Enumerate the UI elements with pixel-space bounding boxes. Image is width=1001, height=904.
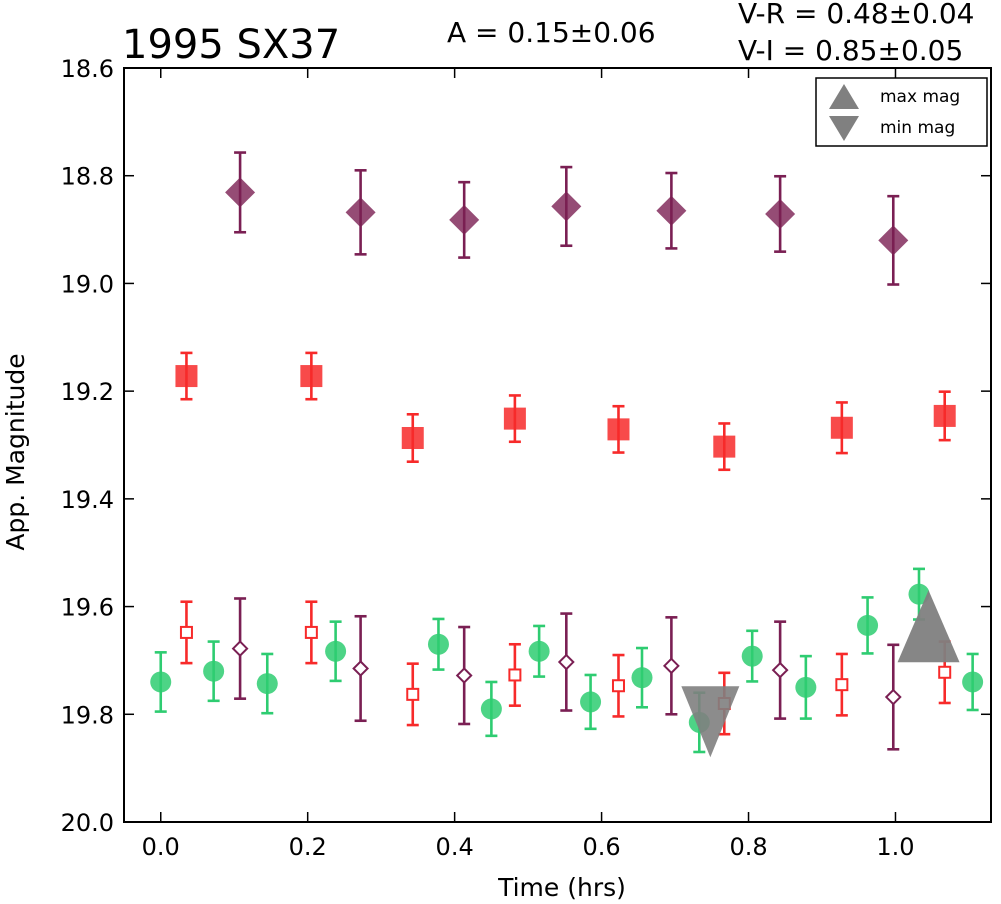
x-tick-label: 0.8 [729,833,767,861]
y-tick-label: 19.0 [61,270,114,298]
v-r-color-label: V-R = 0.48±0.04 [738,0,974,30]
y-tick-label: 18.6 [61,55,114,83]
data-point [908,583,930,605]
data-point [480,698,502,720]
x-tick-label: 0.0 [142,833,180,861]
y-tick-label: 20.0 [61,809,114,837]
y-tick-label: 18.8 [61,163,114,191]
data-point [300,365,323,388]
data-point [713,435,736,458]
data-point [938,665,952,679]
data-point [857,614,879,636]
data-point [345,197,376,228]
data-point [580,691,602,713]
data-point [352,660,370,677]
data-point [528,640,550,662]
legend-max-mag-label: max mag [880,87,960,107]
legend-min-mag-label: min mag [880,118,955,138]
axes: 0.0 0.2 0.4 0.6 0.8 1.0 18.6 18.8 19.0 19.2 19.4 19… [61,55,992,861]
x-axis-label: Time (hrs) [497,873,626,902]
data-point [427,633,449,655]
v-i-color-label: V-I = 0.85±0.05 [738,34,963,67]
data-point [765,198,796,229]
max-mag-legend-icon [829,84,859,109]
data-point [406,687,420,701]
y-tick-label: 19.6 [61,594,114,622]
max-mag-marker [897,590,960,663]
data-point [830,416,853,439]
data-point [771,661,789,679]
data-point [656,195,687,226]
chart-title: 1995 SX37 [122,22,340,68]
x-tick-label: 0.4 [436,833,474,861]
series-I-offset [231,597,902,751]
data-point [203,660,225,682]
data-point [225,177,256,208]
data-point [304,625,318,639]
data-point [401,426,424,449]
data-point [150,671,172,693]
y-axis-label: App. Magnitude [1,353,30,550]
data-point [449,204,480,235]
min-mag-legend-icon [829,116,859,141]
data-point [256,673,278,695]
data-point [884,688,902,706]
data-point [557,653,575,671]
data-point [962,671,984,693]
x-tick-label: 1.0 [876,833,914,861]
series-V-filled [150,567,984,754]
plot-frame [123,67,992,823]
legend: max mag min mag [815,77,988,147]
x-tick-label: 0.2 [289,833,327,861]
data-point [175,365,198,388]
y-tick-label: 19.8 [61,701,114,729]
data-point [179,625,193,639]
data-point [835,678,849,692]
series-I-filled [225,151,909,286]
data-point [795,676,817,698]
series-R-filled [175,351,956,472]
data-point [455,667,473,684]
data-point [551,191,582,222]
plot-area [150,151,984,758]
amplitude-label: A = 0.15±0.06 [447,16,656,49]
data-point [231,640,249,657]
data-point [741,645,763,667]
data-point [325,640,347,662]
data-point [611,679,625,693]
x-tick-label: 0.6 [582,833,620,861]
min-mag-marker [681,686,740,758]
y-tick-label: 19.2 [61,378,114,406]
y-tick-label: 19.4 [61,486,114,514]
data-point [878,225,909,256]
data-point [607,418,630,441]
data-point [662,657,680,675]
data-point [503,407,526,430]
data-point [933,404,956,427]
data-point [508,668,522,682]
data-point [631,667,653,689]
